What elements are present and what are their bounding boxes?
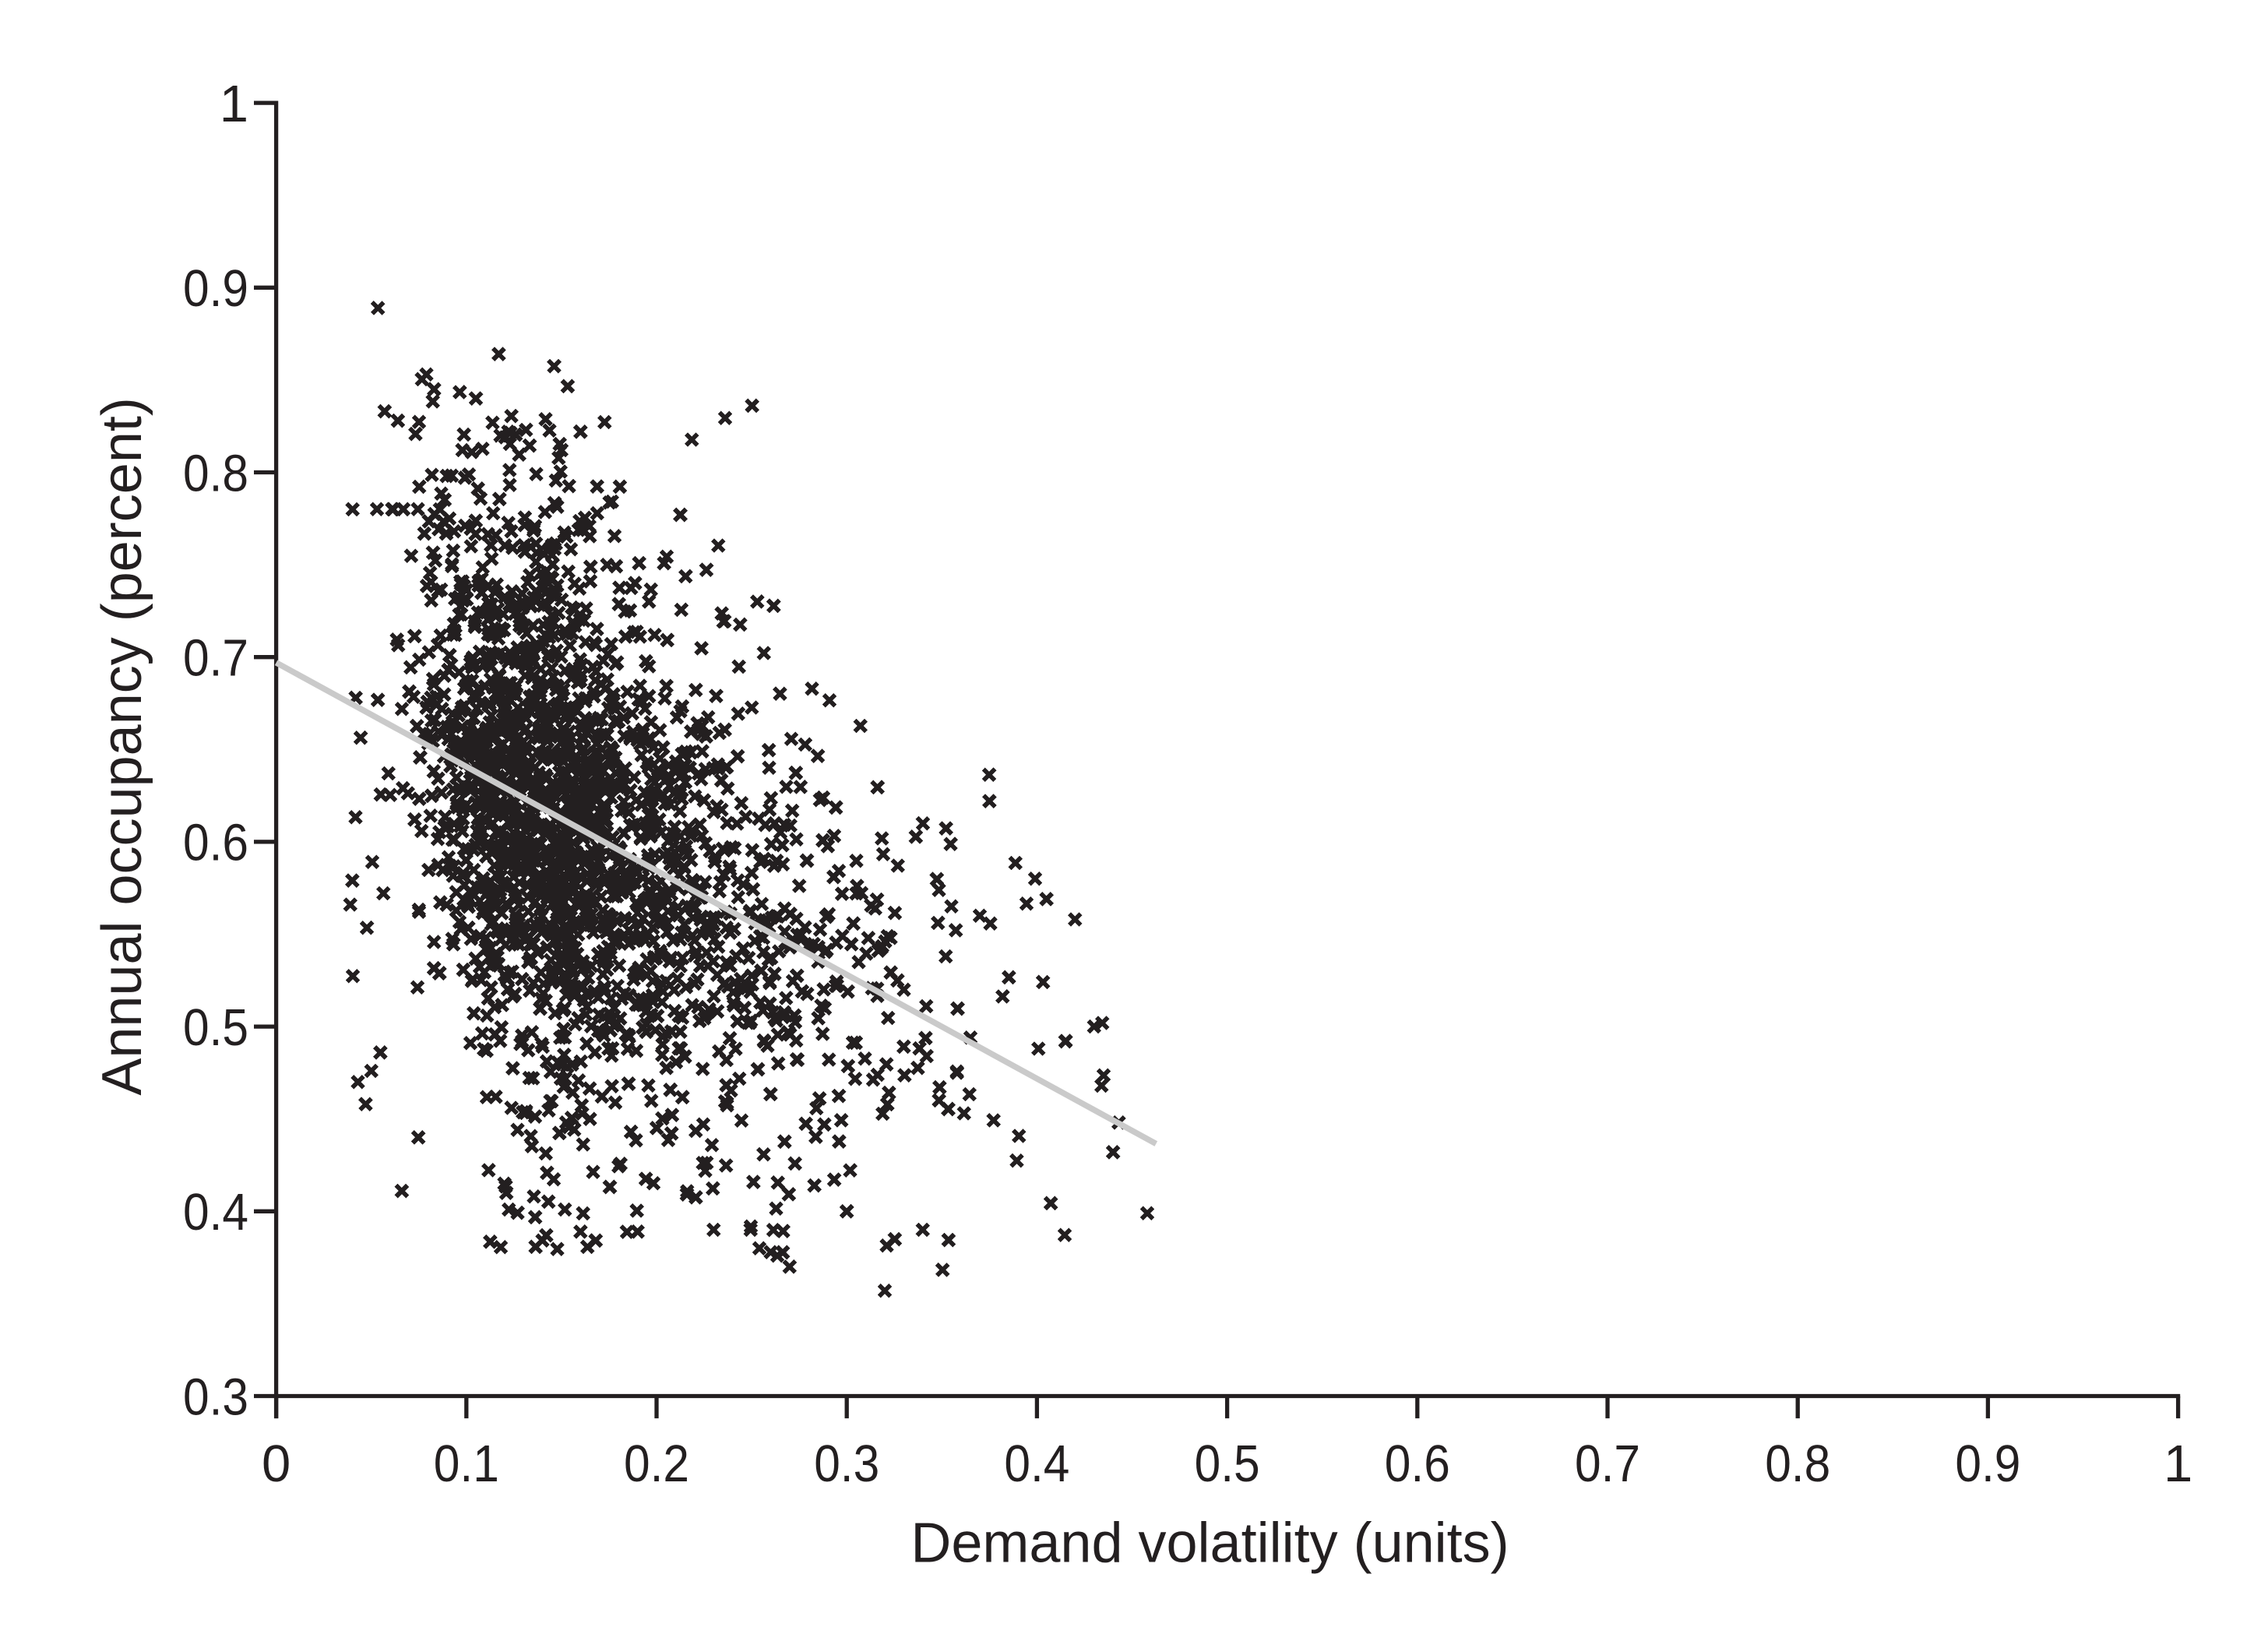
svg-text:0.9: 0.9: [1955, 1435, 2020, 1493]
svg-text:0: 0: [262, 1435, 291, 1493]
svg-text:0.1: 0.1: [434, 1435, 499, 1493]
svg-text:1: 1: [220, 75, 248, 133]
svg-text:0.6: 0.6: [183, 814, 248, 872]
svg-text:0.6: 0.6: [1385, 1435, 1450, 1493]
svg-text:0.7: 0.7: [1575, 1435, 1640, 1493]
svg-text:0.7: 0.7: [183, 629, 248, 688]
svg-text:0.5: 0.5: [183, 998, 248, 1057]
svg-text:0.3: 0.3: [183, 1368, 248, 1426]
svg-text:0.9: 0.9: [183, 259, 248, 318]
svg-text:0.2: 0.2: [624, 1435, 689, 1493]
svg-text:0.8: 0.8: [1765, 1435, 1830, 1493]
svg-text:0.4: 0.4: [183, 1183, 248, 1241]
svg-text:Annual occupancy (percent): Annual occupancy (percent): [91, 397, 153, 1096]
svg-text:0.5: 0.5: [1195, 1435, 1260, 1493]
svg-text:0.3: 0.3: [814, 1435, 879, 1493]
svg-text:Demand volatility (units): Demand volatility (units): [910, 1512, 1509, 1575]
svg-text:0.8: 0.8: [183, 444, 248, 502]
svg-text:0.4: 0.4: [1004, 1435, 1069, 1493]
svg-text:1: 1: [2164, 1435, 2192, 1493]
